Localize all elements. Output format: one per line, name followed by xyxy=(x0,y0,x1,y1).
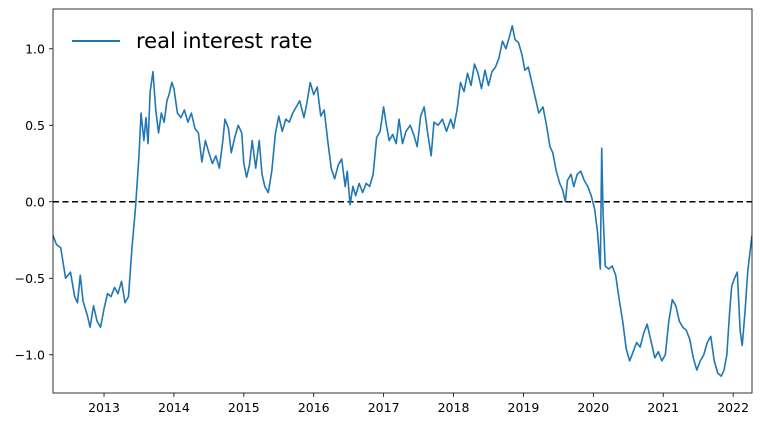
x-tick-label: 2021 xyxy=(647,400,679,415)
y-tick-label: −1.0 xyxy=(15,347,45,362)
x-tick-label: 2019 xyxy=(508,400,540,415)
x-tick-label: 2014 xyxy=(158,400,190,415)
x-tick-label: 2020 xyxy=(577,400,609,415)
series-layer xyxy=(53,25,752,377)
plot-frame xyxy=(52,8,753,394)
y-tick-label: 0.5 xyxy=(25,118,45,133)
y-tick-label: 1.0 xyxy=(25,41,45,56)
tick-labels: 2013 2014 2015 2016 2017 2018 2019 2020 2021 2022… xyxy=(15,41,749,415)
x-tick-label: 2022 xyxy=(717,400,749,415)
x-tick-label: 2016 xyxy=(298,400,330,415)
x-tick-label: 2017 xyxy=(368,400,400,415)
x-tick-label: 2015 xyxy=(228,400,260,415)
x-tick-label: 2018 xyxy=(438,400,470,415)
legend-label-real-interest-rate: real interest rate xyxy=(136,29,312,53)
y-tick-label: −0.5 xyxy=(15,271,45,286)
x-tick-label: 2013 xyxy=(88,400,120,415)
series-line-real-interest-rate xyxy=(53,25,752,377)
y-tick-label: 0.0 xyxy=(25,194,45,209)
legend: real interest rate xyxy=(72,29,312,53)
tick-marks xyxy=(49,48,734,397)
